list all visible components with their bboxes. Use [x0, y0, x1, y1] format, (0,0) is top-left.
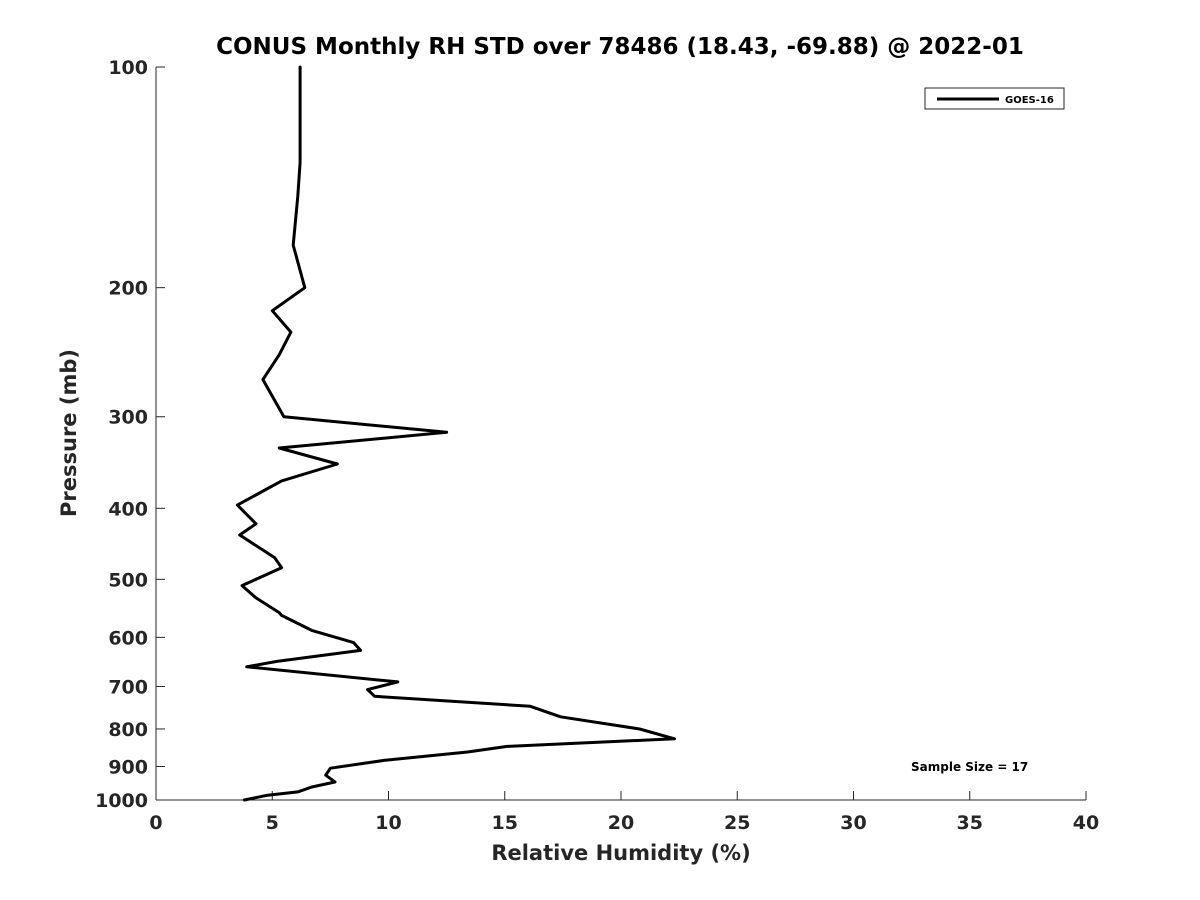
x-tick-label: 40 — [1073, 812, 1099, 834]
x-tick-label: 10 — [375, 812, 401, 834]
y-axis-ticks: 100 200 300 400 500 600 700 800 900 1000 — [95, 57, 165, 812]
y-tick-label: 700 — [108, 676, 148, 698]
y-tick-label: 400 — [108, 498, 148, 520]
legend: GOES-16 — [924, 87, 1065, 110]
x-tick-label: 0 — [149, 812, 162, 834]
x-tick-label: 5 — [266, 812, 279, 834]
y-tick-label: 300 — [108, 407, 148, 429]
y-tick-label: 1000 — [95, 790, 148, 812]
series-layer — [235, 65, 676, 802]
x-tick-label: 30 — [840, 812, 866, 834]
y-tick-label: 500 — [108, 569, 148, 591]
series-line-goes-16 — [235, 65, 676, 802]
x-axis-ticks: 0 5 10 15 20 25 30 35 40 — [149, 791, 1099, 834]
y-axis-label: Pressure (mb) — [57, 349, 81, 517]
x-axis-label: Relative Humidity (%) — [491, 841, 750, 865]
x-tick-label: 35 — [957, 812, 983, 834]
y-tick-label: 900 — [108, 756, 148, 778]
sample-size-annotation: Sample Size = 17 — [911, 760, 1028, 774]
x-tick-label: 20 — [608, 812, 634, 834]
y-tick-label: 100 — [108, 57, 148, 79]
y-tick-label: 800 — [108, 719, 148, 741]
x-tick-label: 15 — [492, 812, 518, 834]
legend-entry-goes-16: GOES-16 — [1005, 95, 1054, 106]
chart-title: CONUS Monthly RH STD over 78486 (18.43, … — [216, 34, 1024, 60]
y-tick-label: 200 — [108, 278, 148, 300]
x-tick-label: 25 — [724, 812, 750, 834]
y-tick-label: 600 — [108, 627, 148, 649]
